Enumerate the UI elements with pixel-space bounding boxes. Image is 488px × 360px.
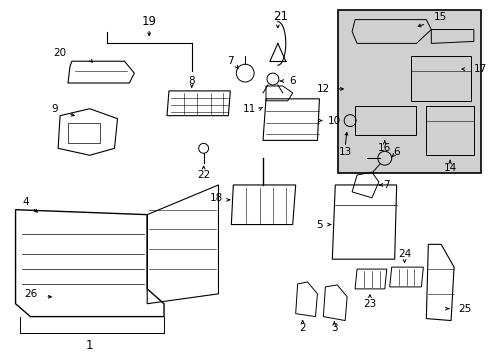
Text: 5: 5 <box>315 220 322 230</box>
Text: 11: 11 <box>243 104 256 114</box>
Text: 19: 19 <box>142 15 156 28</box>
Text: 12: 12 <box>316 84 330 94</box>
Text: 16: 16 <box>377 143 390 153</box>
Text: 10: 10 <box>326 116 340 126</box>
Text: 8: 8 <box>188 76 195 86</box>
Text: 1: 1 <box>86 339 93 352</box>
Text: 4: 4 <box>22 197 29 207</box>
Text: 9: 9 <box>52 104 59 114</box>
Text: 26: 26 <box>24 289 37 299</box>
Text: 24: 24 <box>397 249 410 259</box>
Text: 6: 6 <box>289 76 295 86</box>
Text: 14: 14 <box>443 163 456 173</box>
Text: 18: 18 <box>210 193 223 203</box>
Text: 2: 2 <box>299 324 305 333</box>
Text: 3: 3 <box>330 324 337 333</box>
Bar <box>338 10 480 173</box>
Text: 15: 15 <box>433 12 447 22</box>
Text: 7: 7 <box>383 180 389 190</box>
Text: 13: 13 <box>338 147 351 157</box>
Text: 20: 20 <box>53 48 66 58</box>
Text: 21: 21 <box>273 10 288 23</box>
Text: 6: 6 <box>392 147 399 157</box>
Text: 17: 17 <box>473 64 486 74</box>
Text: 22: 22 <box>197 170 210 180</box>
Text: 7: 7 <box>226 56 233 66</box>
Text: 23: 23 <box>363 299 376 309</box>
Text: 25: 25 <box>457 304 470 314</box>
